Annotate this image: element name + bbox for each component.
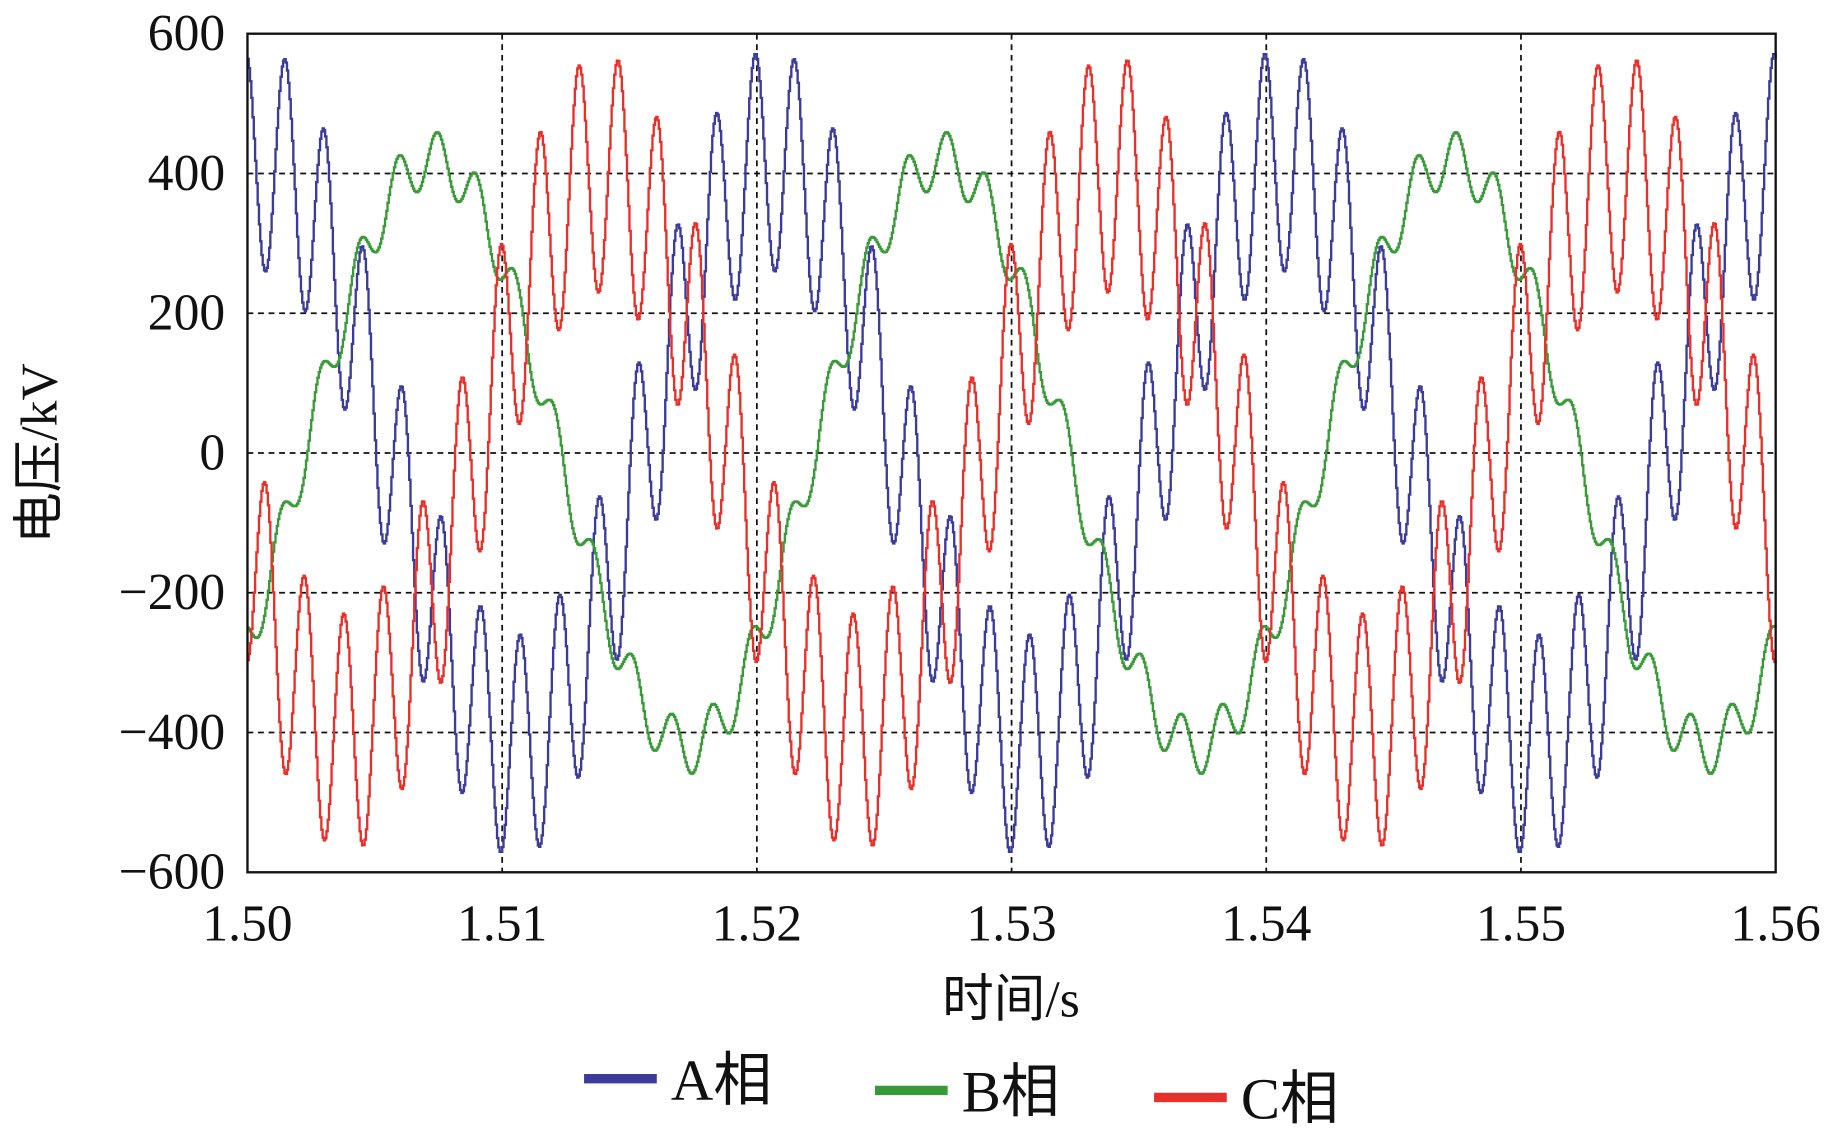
x-axis-label: 时间/s [942,972,1080,1029]
series-line [247,59,1777,847]
y-tick-label: −400 [119,704,225,761]
x-tick-label: 1.55 [1476,895,1566,952]
legend-label: C相 [1241,1067,1339,1130]
series-line [247,52,1777,854]
x-tick-label: 1.56 [1731,895,1821,952]
y-tick-label: 400 [148,145,225,202]
x-tick-label: 1.51 [457,895,547,952]
legend-label: B相 [962,1060,1060,1125]
y-tick-label: −200 [119,564,225,621]
x-tick-label: 1.53 [966,895,1056,952]
plot-frame [246,32,1777,874]
x-tick-label: 1.52 [712,895,802,952]
legend-swatch [1154,1092,1227,1103]
y-tick-label: −600 [119,844,225,901]
series-lines [247,52,1777,854]
legend: A相 B相 C相 [584,1048,1339,1130]
y-tick-label: 0 [199,424,225,481]
y-tick-label: 600 [148,5,225,62]
y-axis-label: 电压/kV [11,363,68,544]
y-tick-labels: 600 400 200 0 −200 −400 −600 [119,5,225,901]
legend-label: A相 [671,1048,772,1113]
x-tick-labels: 1.50 1.51 1.52 1.53 1.54 1.55 1.56 [202,895,1820,952]
legend-swatch [584,1074,657,1084]
x-tick-label: 1.54 [1221,895,1311,952]
grid [247,33,1776,873]
y-tick-label: 200 [148,285,225,342]
series-line [247,131,1777,775]
legend-swatch [874,1085,948,1096]
x-tick-label: 1.50 [202,895,292,952]
